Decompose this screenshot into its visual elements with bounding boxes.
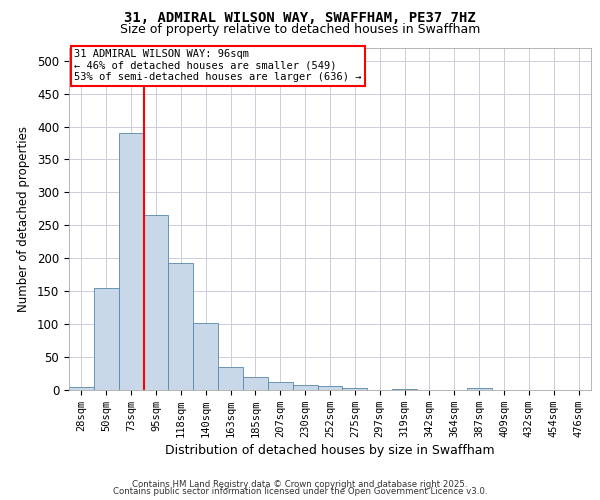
Bar <box>392 388 417 390</box>
Bar <box>317 386 343 390</box>
Bar <box>169 263 193 390</box>
Text: Contains HM Land Registry data © Crown copyright and database right 2025.: Contains HM Land Registry data © Crown c… <box>132 480 468 489</box>
Text: 31 ADMIRAL WILSON WAY: 96sqm
← 46% of detached houses are smaller (549)
53% of s: 31 ADMIRAL WILSON WAY: 96sqm ← 46% of de… <box>74 49 362 82</box>
Bar <box>143 216 169 390</box>
Bar <box>119 133 143 390</box>
Bar <box>243 377 268 390</box>
Bar <box>69 386 94 390</box>
Y-axis label: Number of detached properties: Number of detached properties <box>17 126 30 312</box>
Bar <box>467 388 491 390</box>
Bar <box>268 382 293 390</box>
Text: Size of property relative to detached houses in Swaffham: Size of property relative to detached ho… <box>120 22 480 36</box>
Bar <box>193 323 218 390</box>
Bar <box>218 367 243 390</box>
Bar <box>94 288 119 390</box>
Text: Contains public sector information licensed under the Open Government Licence v3: Contains public sector information licen… <box>113 488 487 496</box>
Bar <box>293 384 317 390</box>
Bar <box>343 388 367 390</box>
Text: 31, ADMIRAL WILSON WAY, SWAFFHAM, PE37 7HZ: 31, ADMIRAL WILSON WAY, SWAFFHAM, PE37 7… <box>124 11 476 25</box>
X-axis label: Distribution of detached houses by size in Swaffham: Distribution of detached houses by size … <box>165 444 495 457</box>
